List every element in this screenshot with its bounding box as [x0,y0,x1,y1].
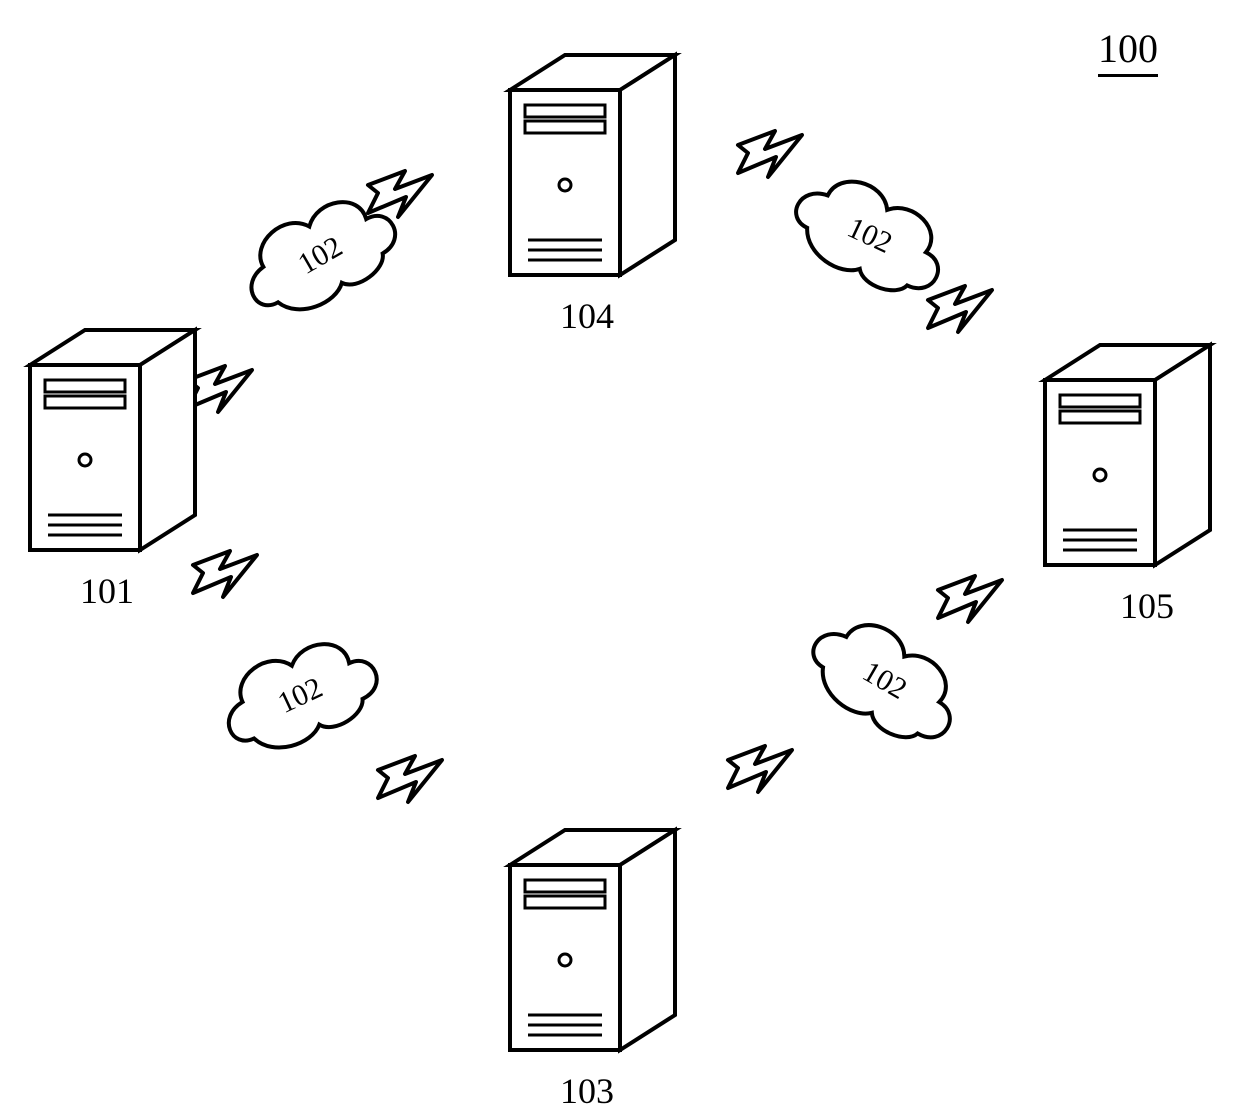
cloud-icon: 102 [210,622,389,768]
cloud-icon: 102 [795,603,974,758]
server-icon [30,330,195,550]
server-icon [510,55,675,275]
network-diagram: 100 [0,0,1240,1119]
server-label: 105 [1120,585,1174,627]
server-label: 103 [560,1070,614,1112]
wireless-bolt-icon [928,286,992,332]
wireless-bolt-icon [368,171,432,217]
wireless-bolt-icon [728,746,792,792]
server-label: 104 [560,295,614,337]
wireless-bolt-icon [378,756,442,802]
wireless-bolt-icon [738,131,802,177]
wireless-bolt-icon [193,551,257,597]
wireless-bolt-icon [938,576,1002,622]
server-icon [510,830,675,1050]
server-nodes [30,55,1210,1050]
server-label: 101 [80,570,134,612]
cloud-icon: 102 [781,162,960,308]
diagram-svg: 102102102102 [0,0,1240,1119]
figure-reference-label: 100 [1098,25,1158,77]
server-icon [1045,345,1210,565]
wireless-bolt-icon [188,366,252,412]
